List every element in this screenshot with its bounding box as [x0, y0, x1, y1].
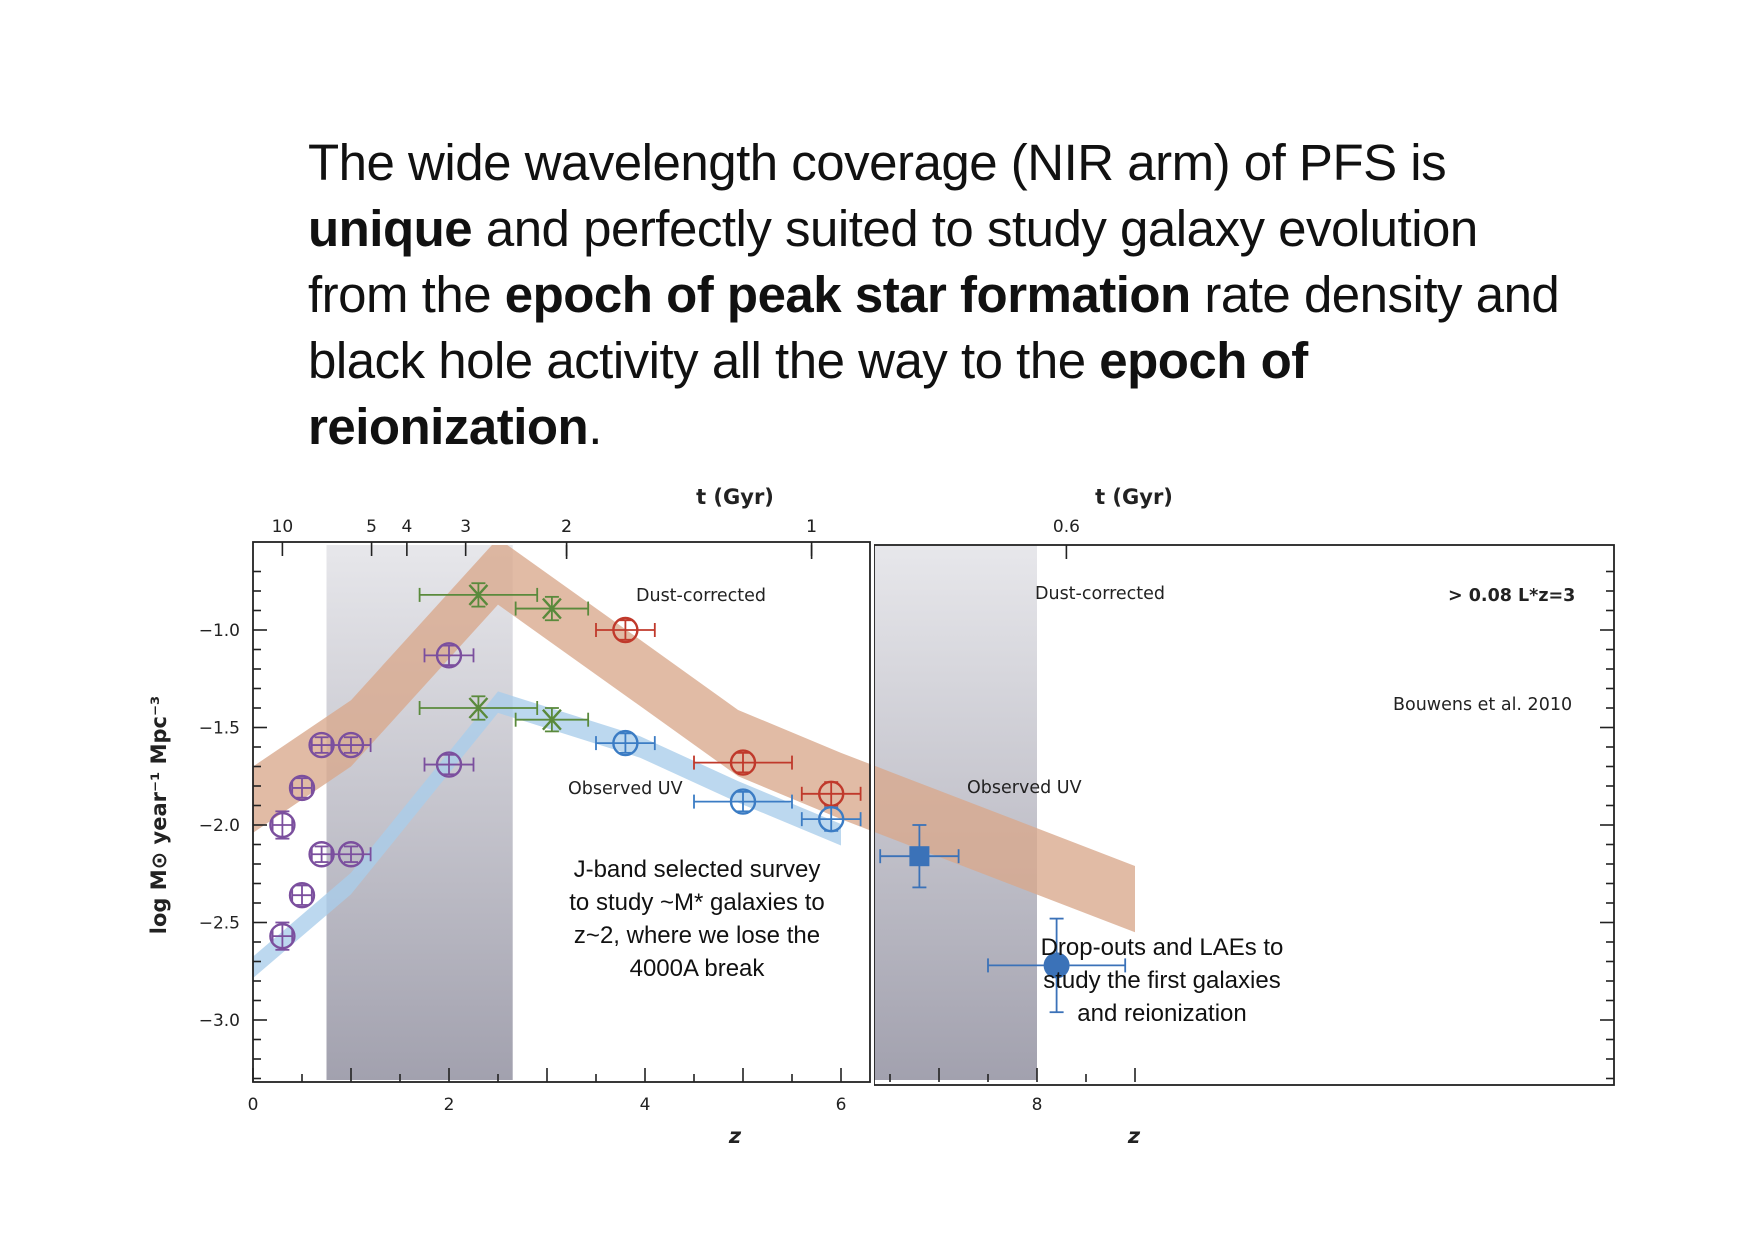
data-point-purple-corrected-1 — [288, 774, 316, 802]
x-axis-title-left: z — [728, 1124, 742, 1148]
label-dust-corrected-right: Dust-corrected — [1035, 584, 1165, 604]
top-tick-label-left: 4 — [401, 517, 412, 537]
frame-left — [252, 541, 871, 1083]
band-dust-corrected-panel1 — [253, 545, 872, 833]
panel-left-clip — [253, 545, 872, 1080]
top-tick-label-right: 0.6 — [1053, 517, 1080, 537]
data-point-red-corrected-1 — [693, 749, 793, 776]
headline-part-3: rate density and black hole activity all… — [308, 266, 1560, 389]
top-tick-label-left: 3 — [460, 517, 471, 537]
note-panel2-line2: study the first galaxies — [1043, 967, 1280, 994]
marker-open-circle — [818, 780, 845, 807]
data-point-purple-observed-1 — [288, 882, 316, 909]
top-tick-label-right: 2 — [561, 517, 572, 537]
marker-open-circle — [729, 788, 757, 815]
marker-filled-circle — [1043, 952, 1070, 979]
marker-open-circle — [435, 751, 463, 778]
chart-panel-left — [253, 545, 872, 1080]
marker-open-circle — [818, 805, 845, 833]
data-point-purple-observed-3 — [330, 841, 372, 868]
top-axis-title-left: t (Gyr) — [696, 485, 774, 509]
data-point-blue-observed-0 — [595, 729, 656, 757]
data-point-green-corrected-0 — [418, 582, 539, 608]
data-point-purple-corrected-4 — [423, 642, 475, 669]
data-point-purple-observed-4 — [423, 751, 475, 778]
label-observed-uv-right: Observed UV — [967, 778, 1082, 798]
panel-right-clip — [874, 545, 1135, 1080]
marker-x — [542, 708, 562, 731]
data-point-blue-observed-1 — [693, 788, 793, 815]
marker-open-circle — [269, 922, 296, 950]
chart-axes: 0 2 4 6 8−1.0−1.5−2.0−2.5−3.010 5 4 3 2 12 1 0.6 — [199, 517, 1615, 1115]
marker-open-circle — [288, 882, 316, 909]
marker-open-circle — [612, 616, 639, 644]
label-dust-corrected-left: Dust-corrected — [636, 586, 766, 606]
data-point-green-observed-0 — [418, 695, 539, 721]
headline-bold-peak-sf: epoch of peak star formation — [504, 266, 1191, 323]
data-point-red-corrected-2 — [800, 780, 862, 807]
headline-text: The wide wavelength coverage (NIR arm) o… — [308, 130, 1568, 460]
x-axis-title-right: z — [1127, 1124, 1141, 1148]
chart-labels: t (Gyr) t (Gyr) z z log M⊙ year⁻¹ Mpc⁻³ … — [147, 485, 1575, 1148]
headline-bold-unique: unique — [308, 200, 473, 257]
headline-part-2: and perfectly suited to study galaxy evo… — [308, 200, 1478, 323]
x-tick-label: 8 — [1032, 1095, 1043, 1115]
label-reference: Bouwens et al. 2010 — [1393, 695, 1572, 715]
note-panel1-line3: z~2, where we lose the — [574, 922, 820, 949]
y-tick-label: −1.0 — [199, 621, 240, 641]
band-dust-corrected-panel2 — [874, 765, 1135, 933]
note-panel1-line1: J-band selected survey — [574, 856, 821, 883]
marker-open-circle — [612, 729, 639, 757]
data-point-purple-corrected-0 — [269, 810, 296, 840]
note-panel1-line4: 4000A break — [630, 955, 766, 982]
top-tick-label-left: 2 — [561, 517, 572, 537]
top-axis-title-right: t (Gyr) — [1095, 485, 1173, 509]
marker-x — [542, 597, 562, 620]
headline-part-1: The wide wavelength coverage (NIR arm) o… — [308, 134, 1447, 191]
marker-open-circle — [435, 642, 463, 669]
top-tick-label-right: 1 — [806, 517, 817, 537]
data-point-blue-filled-0 — [879, 824, 960, 889]
y-axis-title: log M⊙ year⁻¹ Mpc⁻³ — [147, 696, 171, 935]
panel-gap — [871, 536, 874, 1088]
data-point-purple-corrected-2 — [308, 731, 335, 759]
label-observed-uv-left: Observed UV — [568, 779, 683, 799]
chart-panel-right — [874, 545, 1135, 1080]
x-tick-label: 4 — [640, 1095, 651, 1115]
x-tick-label: 2 — [444, 1095, 455, 1115]
data-point-purple-corrected-3 — [330, 731, 372, 759]
data-point-blue-filled-circle-0 — [987, 917, 1127, 1014]
marker-open-circle — [729, 749, 757, 776]
top-tick-label-left: 5 — [366, 517, 377, 537]
marker-open-circle — [269, 811, 296, 839]
data-point-purple-observed-2 — [308, 841, 335, 868]
marker-open-circle — [288, 774, 316, 802]
marker-open-circle — [337, 731, 365, 759]
x-tick-label: 0 — [248, 1095, 259, 1115]
marker-x — [468, 584, 489, 606]
top-tick-label-left: 10 — [272, 517, 294, 537]
y-tick-label: −2.5 — [199, 914, 240, 934]
marker-filled-square — [909, 846, 930, 867]
y-tick-label: −2.0 — [199, 816, 240, 836]
data-point-blue-observed-2 — [800, 805, 862, 833]
y-tick-label: −1.5 — [199, 719, 240, 739]
data-point-red-corrected-0 — [595, 616, 656, 644]
shaded-region-1 — [326, 545, 513, 1080]
x-tick-label: 6 — [836, 1095, 847, 1115]
marker-open-circle — [337, 841, 365, 868]
marker-x — [468, 697, 489, 719]
note-panel2-line1: Drop-outs and LAEs to — [1041, 934, 1284, 961]
note-panel1-line2: to study ~M* galaxies to — [569, 889, 824, 916]
headline-part-4: . — [588, 398, 602, 455]
top-tick-label-left: 1 — [806, 517, 817, 537]
y-tick-label: −3.0 — [199, 1011, 240, 1031]
data-point-purple-observed-0 — [269, 921, 296, 951]
headline-bold-reionization: epoch of reionization — [308, 332, 1308, 455]
data-point-green-observed-1 — [514, 707, 590, 733]
data-point-green-corrected-1 — [514, 595, 590, 622]
note-panel2-line3: and reionization — [1077, 1000, 1246, 1027]
label-luminosity-limit: > 0.08 L*z=3 — [1448, 586, 1575, 606]
